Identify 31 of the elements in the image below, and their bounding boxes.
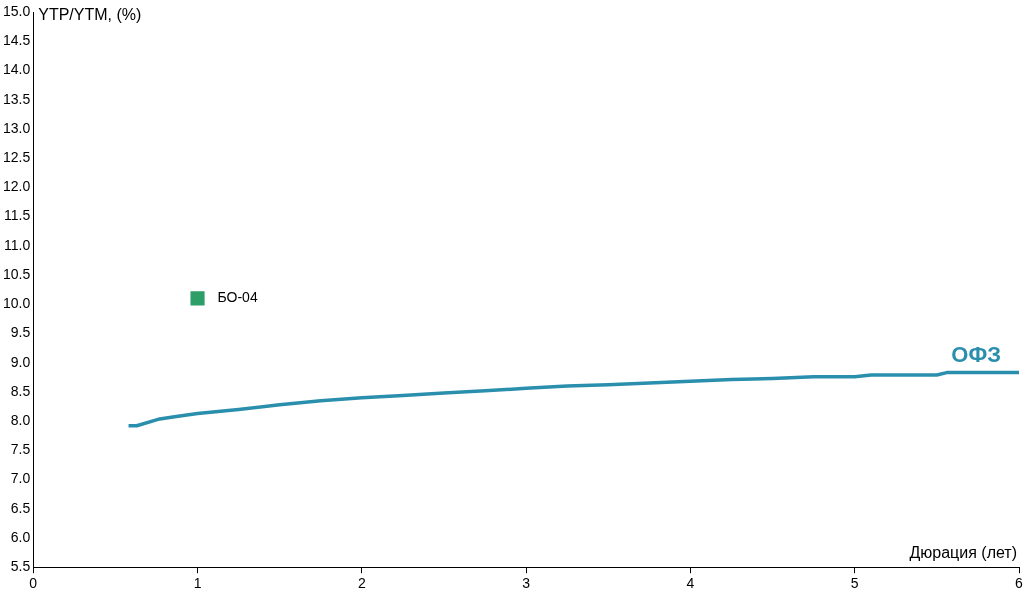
y-tick-label: 10.0 xyxy=(3,295,31,312)
y-tick-label: 14.0 xyxy=(3,61,31,78)
y-tick-label: 13.5 xyxy=(3,90,31,107)
y-tick-label: 12.0 xyxy=(3,178,31,195)
x-tick-label: 1 xyxy=(193,575,202,592)
y-tick-label: 8.0 xyxy=(10,411,31,428)
series-label: ОФЗ xyxy=(951,341,1001,367)
y-tick-label: 12.5 xyxy=(3,148,31,165)
y-tick-label: 9.5 xyxy=(10,324,31,341)
y-tick-label: 13.0 xyxy=(3,119,31,136)
y-tick-label: 7.0 xyxy=(10,470,31,487)
x-tick-label: 4 xyxy=(686,575,695,592)
y-tick-label: 5.5 xyxy=(10,558,31,575)
y-tick-label: 15.0 xyxy=(3,2,31,19)
x-tick-label: 3 xyxy=(522,575,531,592)
x-tick-label: 2 xyxy=(357,575,366,592)
x-tick-label: 0 xyxy=(29,575,38,592)
y-tick-label: 9.0 xyxy=(10,353,31,370)
y-tick-label: 11.0 xyxy=(4,236,31,253)
y-tick-label: 8.5 xyxy=(10,382,31,399)
y-tick-label: 10.5 xyxy=(3,265,31,282)
x-tick-label: 6 xyxy=(1015,575,1024,592)
x-axis-title: Дюрация (лет) xyxy=(909,543,1017,561)
y-tick-label: 6.0 xyxy=(10,528,31,545)
y-tick-label: 6.5 xyxy=(10,499,31,516)
y-tick-label: 14.5 xyxy=(3,32,31,49)
x-tick-label: 5 xyxy=(850,575,859,592)
y-tick-label: 11.5 xyxy=(4,207,31,224)
y-axis-title: YTP/YTM, (%) xyxy=(38,6,142,24)
y-tick-label: 7.5 xyxy=(10,441,31,458)
series-label: БО-04 xyxy=(217,289,258,306)
